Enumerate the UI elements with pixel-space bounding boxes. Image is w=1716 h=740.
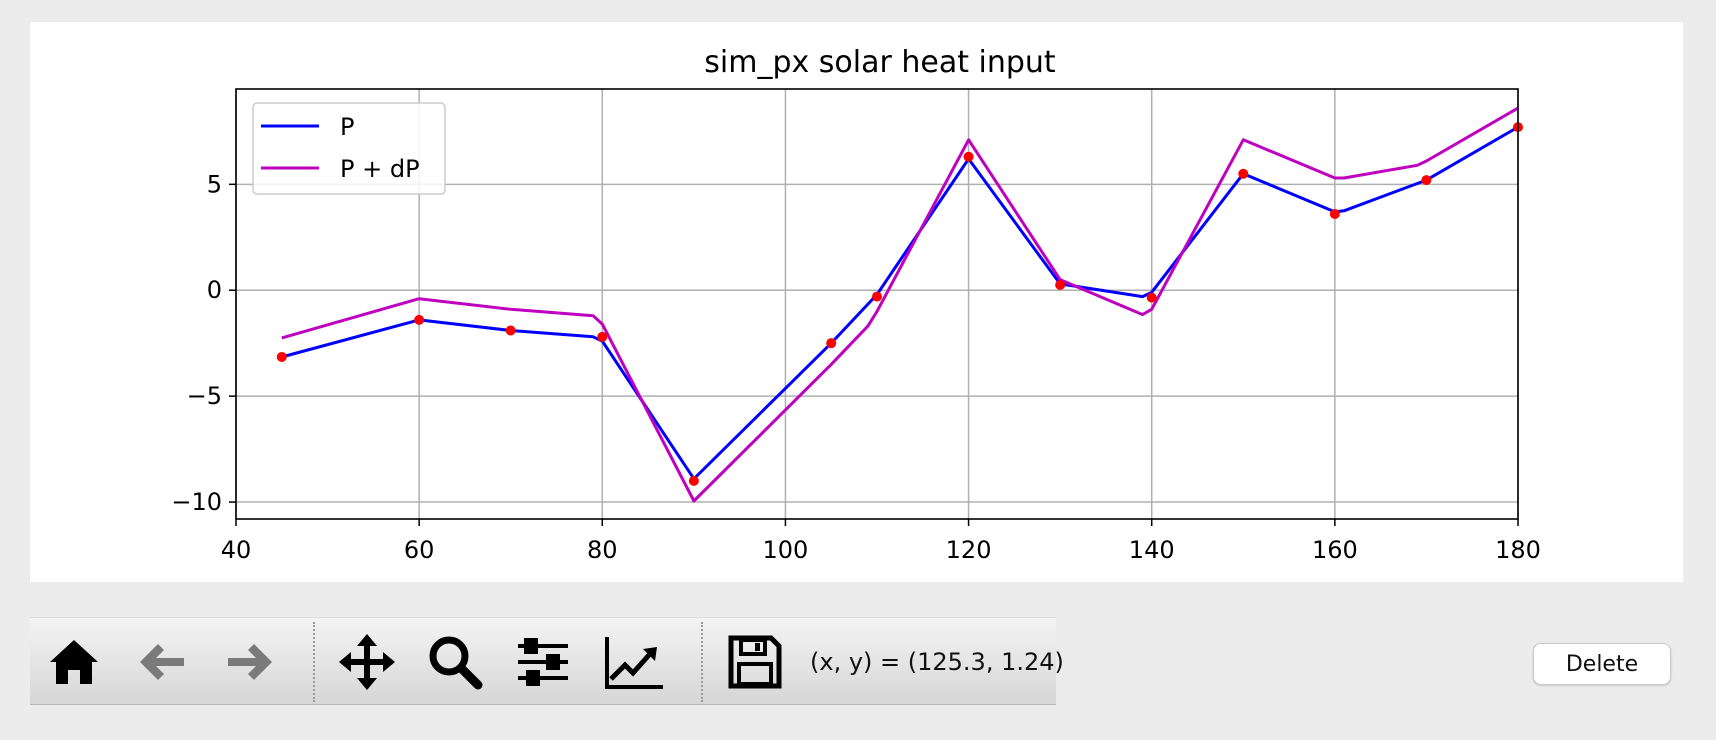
data-point xyxy=(872,291,882,302)
x-tick-label: 80 xyxy=(587,536,618,564)
sliders-icon xyxy=(518,638,568,686)
zoom-button[interactable] xyxy=(423,630,487,694)
data-point xyxy=(414,314,425,325)
y-tick-label: 0 xyxy=(207,276,222,304)
grid xyxy=(235,89,1519,519)
data-point xyxy=(1421,175,1432,186)
line-chart: sim_px solar heat input 40 60 80 100 120 140 1… xyxy=(171,45,1541,564)
navigation-toolbar: (x, y) = (125.3, 1.24) xyxy=(30,617,1064,705)
forward-button[interactable] xyxy=(218,630,282,694)
x-tick-label: 160 xyxy=(1312,536,1358,564)
data-point xyxy=(597,331,608,342)
figure-panel: sim_px solar heat input 40 60 80 100 120 140 1… xyxy=(30,22,1683,582)
x-tick-label: 180 xyxy=(1495,536,1541,564)
y-tick-label: 5 xyxy=(207,170,222,198)
data-point xyxy=(1146,292,1157,303)
data-point xyxy=(963,151,974,162)
data-point xyxy=(1238,168,1249,179)
legend: P P + dP xyxy=(252,102,446,195)
toolbar-separator xyxy=(313,622,315,702)
data-point xyxy=(276,351,287,362)
x-tick-label: 100 xyxy=(763,536,809,564)
data-points xyxy=(276,122,1523,486)
back-button[interactable] xyxy=(130,630,194,694)
series-layer xyxy=(281,106,1519,503)
arrow-left-icon xyxy=(140,644,184,680)
data-point xyxy=(505,325,516,336)
home-icon xyxy=(50,640,98,684)
axis-ticks: 40 60 80 100 120 140 160 180 −10 −5 0 5 xyxy=(171,170,1541,564)
data-point xyxy=(1055,279,1066,290)
coordinates-readout: (x, y) = (125.3, 1.24) xyxy=(810,648,1064,676)
arrow-right-icon xyxy=(228,644,272,680)
chart-line-icon xyxy=(605,637,663,689)
x-tick-label: 120 xyxy=(946,536,992,564)
delete-button[interactable]: Delete xyxy=(1533,643,1671,685)
configure-subplots-button[interactable] xyxy=(511,630,575,694)
data-point xyxy=(1329,208,1340,219)
y-tick-label: −10 xyxy=(171,488,222,516)
toolbar-separator xyxy=(701,622,703,702)
legend-label-p: P xyxy=(340,113,354,141)
pan-button[interactable] xyxy=(335,630,399,694)
edit-axes-button[interactable] xyxy=(602,630,666,694)
floppy-disk-icon xyxy=(728,635,782,689)
x-tick-label: 40 xyxy=(221,536,252,564)
x-tick-label: 60 xyxy=(404,536,435,564)
series-line-p-plus-dp xyxy=(281,106,1519,503)
move-icon xyxy=(339,634,395,690)
x-tick-label: 140 xyxy=(1129,536,1175,564)
data-point xyxy=(688,475,699,486)
home-button[interactable] xyxy=(42,630,106,694)
save-button[interactable] xyxy=(723,630,787,694)
data-point xyxy=(826,338,837,349)
y-tick-label: −5 xyxy=(187,382,222,410)
legend-label-p-plus-dp: P + dP xyxy=(340,155,420,183)
plot-frame xyxy=(235,88,1519,520)
chart-title: sim_px solar heat input xyxy=(704,45,1056,80)
magnifier-icon xyxy=(429,636,483,690)
